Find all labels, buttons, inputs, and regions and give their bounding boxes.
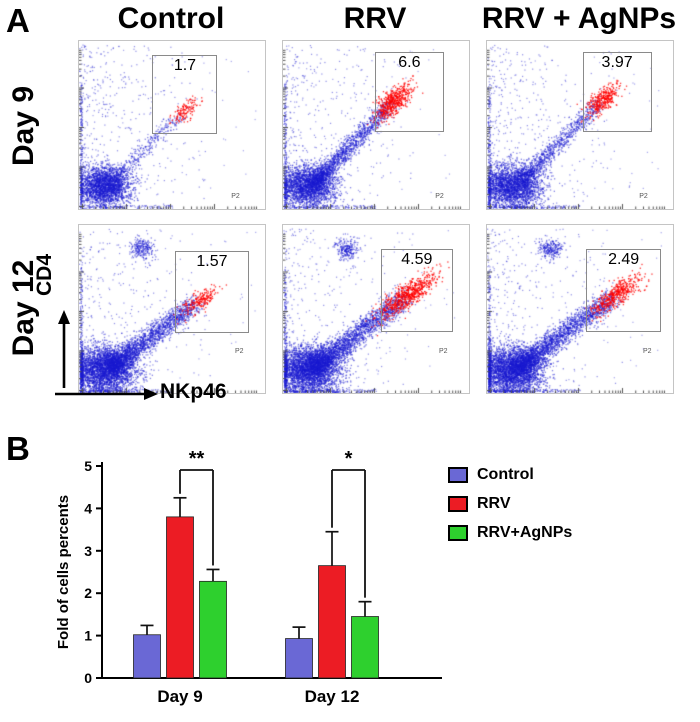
bar-rrv (166, 516, 194, 679)
gate-percentage: 1.7 (173, 57, 197, 75)
bar-rrv+agnps (199, 580, 227, 679)
y-tick-label: 5 (84, 458, 92, 474)
gate-label: P2 (234, 348, 244, 356)
chart-legend: Control RRV RRV+AgNPs (448, 466, 572, 542)
scatter-canvas (78, 224, 266, 394)
legend-swatch (448, 525, 468, 541)
flow-plot-day9-rrv-agnps: 3.97 P2 (486, 40, 674, 210)
bar-control (133, 634, 161, 679)
y-tick-label: 1 (84, 628, 92, 644)
gate-rect: 3.97 (582, 51, 652, 133)
legend-label: Control (477, 466, 534, 483)
legend-swatch (448, 467, 468, 483)
scatter-canvas (282, 224, 470, 394)
gate-label: P2 (435, 192, 444, 200)
panel-b-label: B (6, 430, 30, 467)
gate-label: P2 (231, 192, 240, 200)
significance-label: ** (189, 448, 205, 470)
gate-rect: 1.7 (152, 55, 218, 135)
flow-plot-day12-rrv-agnps: 2.49 P2 (486, 224, 674, 394)
gate-label: P2 (639, 192, 648, 200)
flow-plot-day9-rrv: 6.6 P2 (282, 40, 470, 210)
legend-item-control: Control (448, 466, 572, 484)
legend-label: RRV (477, 495, 511, 512)
bar-control (285, 638, 313, 679)
legend-label: RRV+AgNPs (477, 524, 573, 541)
panel-a-label: A (6, 2, 30, 39)
column-header-control: Control (117, 2, 225, 35)
flow-plot-day9-control: 1.7 P2 (78, 40, 266, 210)
y-tick-label: 4 (84, 500, 92, 516)
legend-item-rrv+agnps: RRV+AgNPs (448, 524, 572, 542)
bar-rrv (318, 565, 346, 679)
x-axis-arrow-head (144, 388, 158, 400)
scatter-canvas (78, 40, 266, 210)
bar-chart: 0 1 2 3 4 5 Fold of cells percents Day 9 Day 12 *… (55, 448, 442, 706)
y-axis-label: CD4 (33, 254, 56, 297)
column-header-rrv-agnps: RRV + AgNPs (481, 2, 677, 35)
gate-rect: 2.49 (586, 249, 661, 332)
gate-label: P2 (642, 348, 652, 356)
x-axis-label: NKp46 (160, 380, 227, 403)
y-axis-arrow-head (58, 310, 70, 324)
gate-rect: 1.57 (174, 250, 250, 334)
axis-arrows (55, 310, 158, 400)
gate-rect: 4.59 (380, 249, 454, 332)
scatter-canvas (282, 40, 470, 210)
flow-plot-day12-control: 1.57 P2 (78, 224, 266, 394)
column-header-rrv: RRV (343, 2, 407, 35)
row-label-day9: Day 9 (7, 85, 40, 167)
significance-label: * (345, 448, 353, 470)
flow-plot-day12-rrv: 4.59 P2 (282, 224, 470, 394)
gate-percentage: 1.57 (196, 252, 228, 270)
gate-rect: 6.6 (375, 51, 444, 133)
category-label: Day 12 (305, 687, 360, 706)
bar-rrv+agnps (351, 616, 379, 679)
y-tick-label: 0 (84, 670, 92, 686)
gate-percentage: 2.49 (608, 251, 640, 269)
y-tick-label: 2 (84, 585, 92, 601)
category-label: Day 9 (157, 687, 202, 706)
legend-swatch (448, 496, 468, 512)
scatter-canvas (486, 224, 674, 394)
gate-percentage: 6.6 (398, 53, 421, 71)
legend-item-rrv: RRV (448, 495, 572, 513)
gate-percentage: 4.59 (401, 251, 433, 269)
y-tick-label: 3 (84, 543, 92, 559)
chart-y-axis-title: Fold of cells percents (55, 495, 72, 649)
gate-percentage: 3.97 (601, 53, 633, 71)
gate-label: P2 (438, 348, 448, 356)
scatter-canvas (486, 40, 674, 210)
